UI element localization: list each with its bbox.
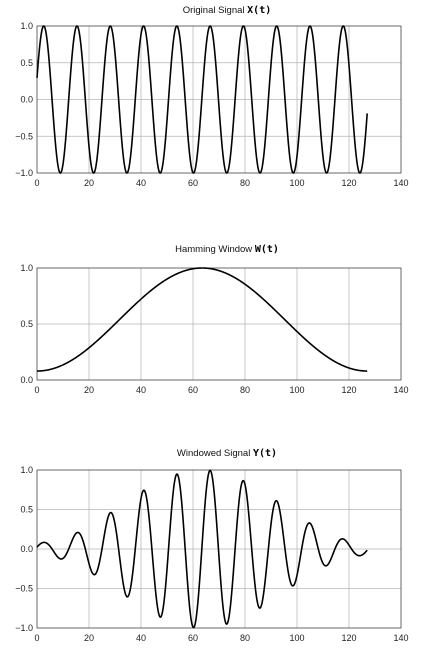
x-tick-label: 140	[393, 178, 408, 188]
chart-title-symbol: X(t)	[247, 5, 271, 16]
chart-title-text: Original Signal	[183, 5, 247, 16]
chart-title: Windowed Signal Y(t)	[177, 448, 277, 459]
x-tick-label: 120	[341, 633, 356, 643]
x-tick-label: 0	[34, 633, 39, 643]
x-tick-label: 60	[188, 633, 198, 643]
y-tick-label: 0.5	[20, 58, 33, 68]
y-tick-label: 1.0	[20, 21, 33, 31]
y-tick-label: 1.0	[20, 263, 33, 273]
x-tick-label: 0	[34, 178, 39, 188]
y-tick-label: −0.5	[15, 131, 33, 141]
plot-frame	[36, 25, 402, 174]
x-tick-label: 0	[34, 385, 39, 395]
x-tick-label: 40	[136, 633, 146, 643]
y-tick-label: 0.0	[20, 544, 33, 554]
x-tick-label: 100	[289, 178, 304, 188]
x-tick-label: 60	[188, 385, 198, 395]
chart-panel-3: 0 20 40 60 80 100 120 140 1.0 0.5 0.0 −0.5 −1.0 Windo…	[15, 448, 408, 643]
chart-title-symbol: Y(t)	[253, 448, 277, 459]
x-tick-label: 80	[240, 633, 250, 643]
x-tick-label: 120	[341, 385, 356, 395]
x-tick-label: 20	[84, 385, 94, 395]
y-tick-label: −1.0	[15, 623, 33, 633]
x-tick-label: 20	[84, 633, 94, 643]
series-line	[36, 267, 368, 372]
y-tick-label: 0.5	[20, 319, 33, 329]
x-tick-label: 80	[240, 178, 250, 188]
series-line	[36, 469, 368, 629]
x-tick-label: 20	[84, 178, 94, 188]
plot-frame	[36, 267, 402, 381]
chart-title-symbol: W(t)	[255, 244, 279, 255]
y-tick-label: 0.5	[20, 505, 33, 515]
y-tick-label: 0.0	[20, 95, 33, 105]
x-tick-label: 80	[240, 385, 250, 395]
y-tick-label: 1.0	[20, 465, 33, 475]
chart-title: Hamming Window W(t)	[175, 244, 279, 255]
y-tick-label: 0.0	[20, 375, 33, 385]
x-tick-label: 60	[188, 178, 198, 188]
plot-frame	[36, 469, 402, 629]
x-tick-label: 140	[393, 633, 408, 643]
x-tick-label: 140	[393, 385, 408, 395]
chart-panel-2: 0 20 40 60 80 100 120 140 1.0 0.5 0.0 Hamming Windo…	[20, 244, 408, 395]
x-tick-label: 40	[136, 385, 146, 395]
x-tick-label: 100	[289, 633, 304, 643]
chart-title-text: Hamming Window	[175, 244, 255, 255]
y-tick-label: −0.5	[15, 584, 33, 594]
x-tick-label: 40	[136, 178, 146, 188]
chart-title: Original Signal X(t)	[183, 5, 272, 16]
x-tick-label: 120	[341, 178, 356, 188]
chart-title-text: Windowed Signal	[177, 448, 253, 459]
chart-panel-1: 0 20 40 60 80 100 120 140 1.0 0.5 0.0 −0.5 −1.0 Origi…	[15, 5, 408, 188]
series-line	[36, 25, 368, 174]
y-tick-label: −1.0	[15, 168, 33, 178]
x-tick-label: 100	[289, 385, 304, 395]
